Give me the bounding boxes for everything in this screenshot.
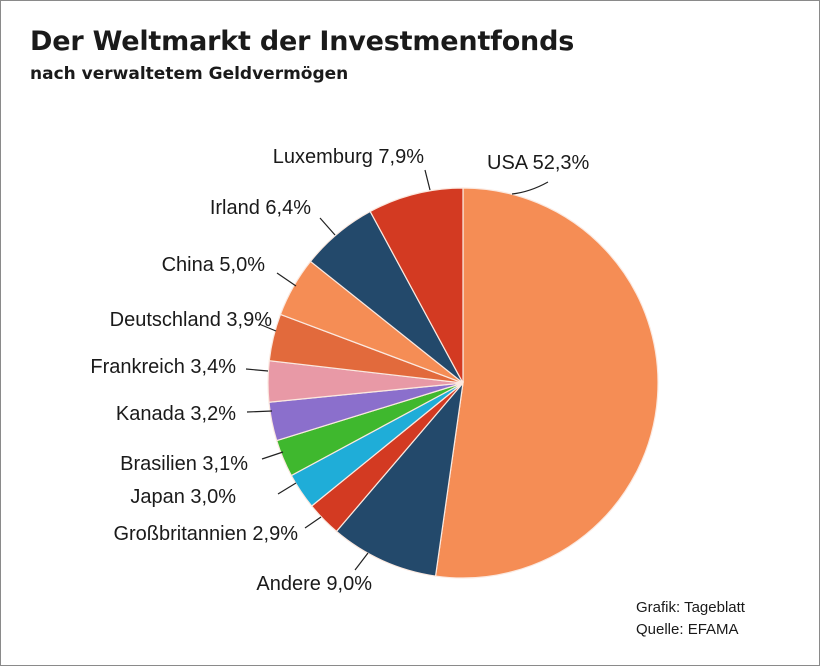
label-luxemburg: Luxemburg 7,9% [272, 146, 424, 168]
leader-line-usa [511, 181, 549, 195]
label-grossbritannien: Großbritannien 2,9% [113, 523, 298, 545]
label-frankreich: Frankreich 3,4% [90, 356, 236, 378]
label-irland: Irland 6,4% [209, 197, 311, 219]
label-kanada: Kanada 3,2% [115, 403, 236, 425]
leader-lines [245, 169, 549, 571]
source-origin: Quelle: EFAMA [636, 621, 739, 638]
label-andere: Andere 9,0% [256, 573, 372, 595]
pie-slice-0 [434, 187, 659, 579]
leader-line-japan [277, 482, 297, 495]
pie-slice-1 [335, 381, 464, 577]
leader-line-kanada [246, 410, 273, 413]
leader-line-china [276, 272, 297, 287]
leader-line-frankreich [245, 368, 269, 372]
label-china: China 5,0% [161, 254, 265, 276]
pie-slice-10 [369, 187, 464, 384]
chart-title: Der Weltmarkt der Investmentfonds [30, 26, 575, 57]
leader-line-irland [319, 217, 336, 236]
label-deutschland: Deutschland 3,9% [109, 309, 272, 331]
leader-line-brasilien [261, 451, 284, 460]
chart-subtitle: nach verwaltetem Geldvermögen [30, 64, 349, 84]
source-credit: Grafik: Tageblatt [636, 599, 745, 616]
label-usa: USA 52,3% [487, 152, 590, 174]
label-japan: Japan 3,0% [130, 486, 236, 508]
leader-line-andere [354, 552, 369, 571]
leader-line-deutschland [258, 323, 277, 332]
label-brasilien: Brasilien 3,1% [120, 453, 248, 475]
leader-line-luxemburg [424, 169, 431, 191]
leader-line-grossbritannien [304, 516, 322, 529]
